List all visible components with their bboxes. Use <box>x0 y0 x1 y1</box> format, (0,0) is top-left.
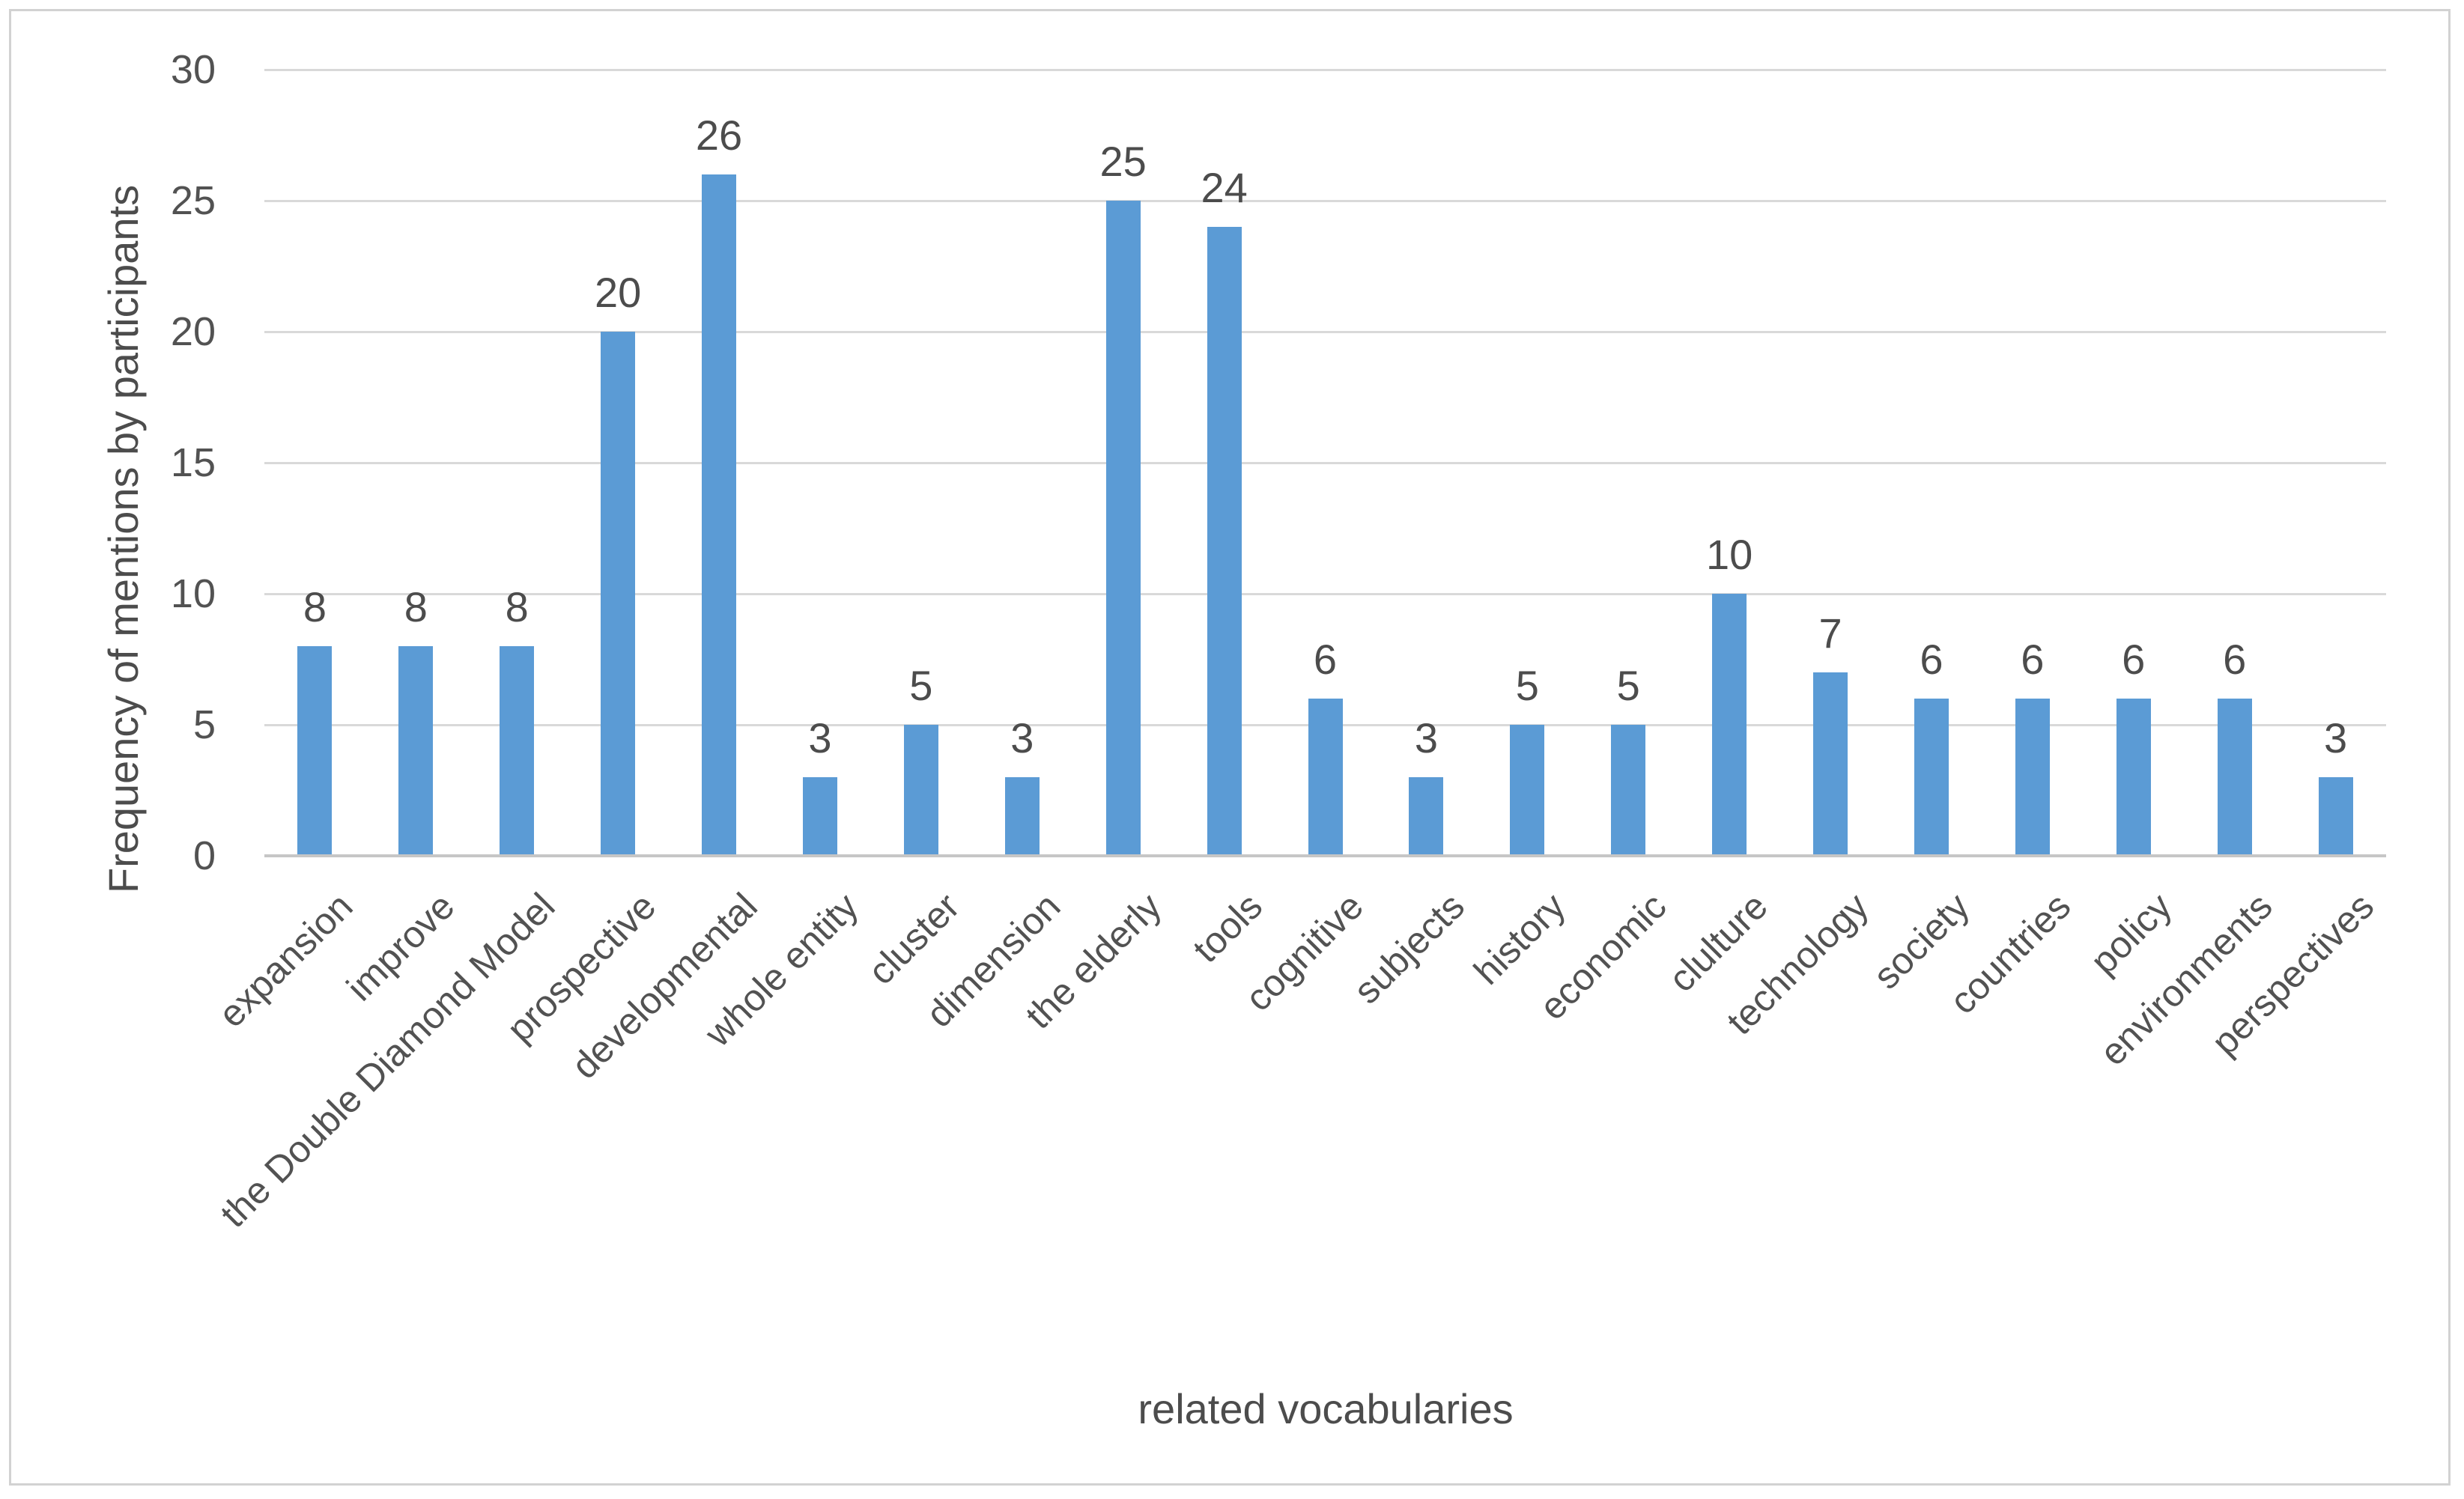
bar-developmental <box>702 174 737 856</box>
bar-clulture <box>1712 594 1747 856</box>
x-axis-title: related vocabularies <box>1138 1385 1514 1432</box>
gridline-30 <box>264 69 2386 71</box>
value-label-subjects: 3 <box>1414 714 1438 761</box>
y-tick-label-10: 10 <box>170 571 216 616</box>
bar-whole-entity <box>802 777 837 856</box>
bar-the-elderly <box>1105 201 1141 856</box>
bar-cluster <box>903 725 938 856</box>
bar-expansion <box>297 646 333 856</box>
y-tick-label-0: 0 <box>192 833 216 878</box>
bar-society <box>1914 699 1949 856</box>
value-label-technology: 7 <box>1818 609 1842 657</box>
value-label-prospective: 20 <box>595 269 642 316</box>
bar-perspectives <box>2318 777 2353 856</box>
category-label-text: policy <box>2082 885 2180 982</box>
gridline-10 <box>264 593 2386 595</box>
value-label-improve: 8 <box>404 583 428 630</box>
value-label-clulture: 10 <box>1705 531 1753 578</box>
value-label-expansion: 8 <box>303 583 327 630</box>
category-label-text: expansion <box>210 885 362 1036</box>
bar-policy <box>2116 699 2151 856</box>
bar-dimension <box>1004 777 1040 856</box>
gridline-25 <box>264 200 2386 202</box>
bar-environments <box>2217 699 2252 856</box>
bar-economic <box>1611 725 1646 856</box>
x-axis-line <box>264 854 2386 857</box>
value-label-cognitive: 6 <box>1313 636 1338 683</box>
bar-cognitive <box>1308 699 1343 856</box>
value-label-policy: 6 <box>2122 636 2146 683</box>
category-label-text: subjects <box>1345 885 1472 1012</box>
bar-the-Double-Diamond-Model <box>500 646 535 856</box>
y-tick-label-20: 20 <box>170 309 216 354</box>
value-label-developmental: 26 <box>695 112 743 159</box>
bar-countries <box>2015 699 2050 856</box>
y-tick-label-30: 30 <box>170 47 216 92</box>
y-tick-label-15: 15 <box>170 440 216 485</box>
value-label-dimension: 3 <box>1010 714 1034 761</box>
bar-subjects <box>1409 777 1444 856</box>
bar-technology <box>1813 672 1848 856</box>
value-label-the-elderly: 25 <box>1099 138 1147 185</box>
value-label-perspectives: 3 <box>2323 714 2348 761</box>
value-label-society: 6 <box>1920 636 1943 683</box>
y-tick-label-25: 25 <box>170 178 216 223</box>
value-label-the-Double-Diamond-Model: 8 <box>505 583 529 630</box>
value-label-whole-entity: 3 <box>808 714 832 761</box>
value-label-environments: 6 <box>2223 636 2247 683</box>
bar-improve <box>398 646 434 856</box>
bar-prospective <box>601 332 636 856</box>
value-label-tools: 24 <box>1201 164 1248 211</box>
value-label-cluster: 5 <box>909 662 933 709</box>
bar-history <box>1510 725 1545 856</box>
bar-tools <box>1207 227 1242 856</box>
value-label-economic: 5 <box>1616 662 1640 709</box>
y-tick-label-5: 5 <box>192 702 216 747</box>
gridline-20 <box>264 331 2386 333</box>
gridline-15 <box>264 462 2386 464</box>
category-label-text: tools <box>1184 885 1271 971</box>
value-label-countries: 6 <box>2021 636 2045 683</box>
value-label-history: 5 <box>1515 662 1539 709</box>
